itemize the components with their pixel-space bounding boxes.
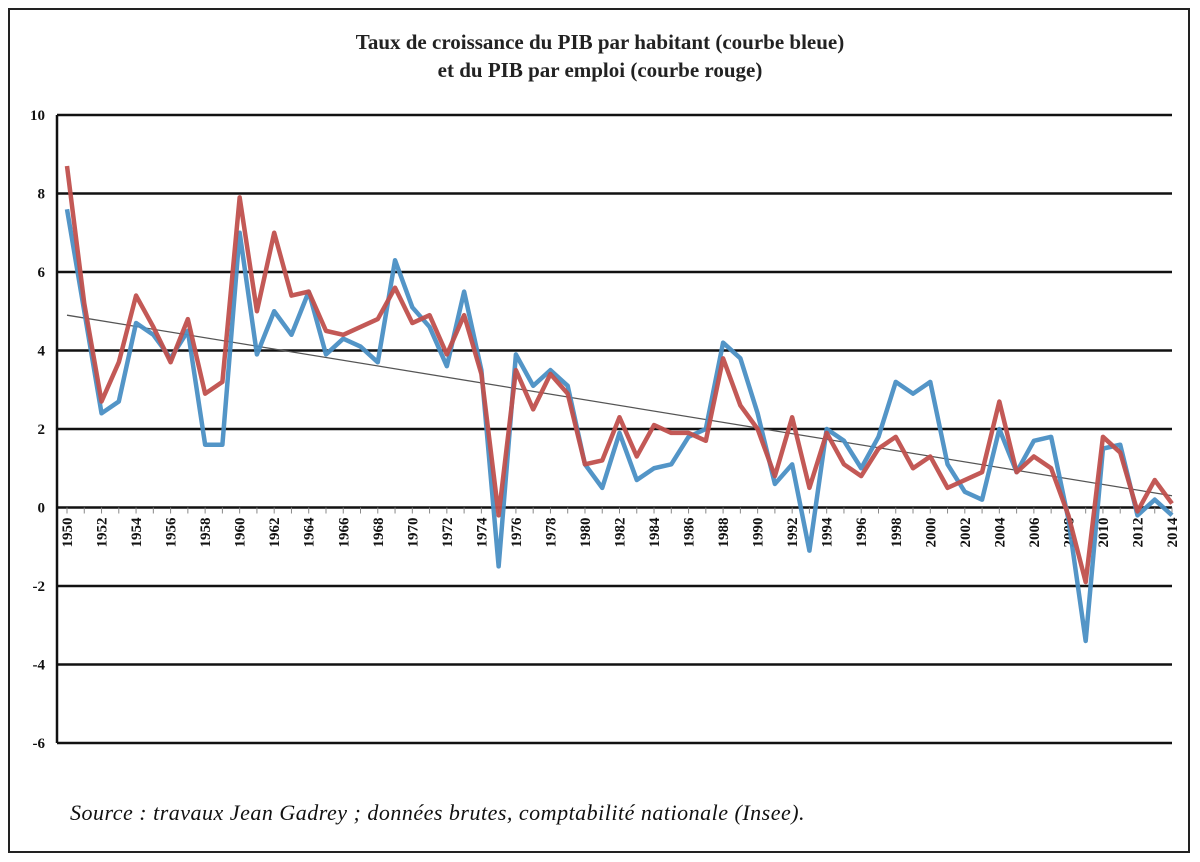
chart-title: Taux de croissance du PIB par habitant (… (0, 28, 1200, 84)
y-tick-label: -4 (33, 658, 46, 674)
x-tick-label: 1986 (682, 517, 698, 548)
x-tick-label: 1978 (543, 518, 559, 548)
x-tick-label: 1968 (371, 518, 387, 548)
title-line-1: Taux de croissance du PIB par habitant (… (355, 30, 845, 54)
y-tick-label: 0 (38, 501, 46, 517)
x-tick-label: 1992 (785, 518, 801, 548)
x-tick-label: 1976 (509, 517, 525, 548)
x-tick-label: 1988 (716, 518, 732, 548)
series-line-blue (64, 208, 1174, 644)
x-tick-label: 1974 (474, 517, 490, 548)
y-tick-label: 2 (38, 422, 46, 438)
x-tick-label: 1966 (336, 517, 352, 548)
x-tick-label: 1958 (198, 518, 214, 548)
x-tick-label: 1980 (578, 518, 594, 548)
x-tick-label: 1998 (889, 518, 905, 548)
series-line-red (64, 165, 1174, 585)
title-line-2: et du PIB par emploi (courbe rouge) (437, 58, 763, 82)
x-tick-label: 1982 (613, 518, 629, 548)
x-tick-label: 1970 (405, 518, 421, 548)
x-tick-label: 1990 (751, 518, 767, 548)
x-tick-label: 2002 (958, 518, 974, 548)
x-tick-label: 2012 (1130, 518, 1146, 548)
y-tick-label: 8 (38, 187, 46, 203)
y-tick-label: -6 (33, 736, 46, 752)
x-tick-label: 2004 (992, 517, 1008, 548)
x-tick-label: 1962 (267, 518, 283, 548)
x-tick-label: 1952 (95, 518, 111, 548)
x-tick-label: 1996 (854, 517, 870, 548)
x-tick-label: 1954 (129, 517, 145, 548)
x-tick-label: 1984 (647, 517, 663, 548)
y-tick-label: -2 (33, 579, 46, 595)
trend-line (66, 314, 1173, 497)
y-tick-label: 6 (38, 265, 46, 281)
x-tick-label: 1972 (440, 518, 456, 548)
x-tick-label: 1960 (233, 518, 249, 548)
x-tick-label: 2006 (1027, 517, 1043, 548)
x-tick-label: 2010 (1096, 518, 1112, 548)
chart-frame (8, 8, 1190, 853)
source-note: Source : travaux Jean Gadrey ; données b… (70, 800, 806, 825)
x-tick-label: 2000 (923, 518, 939, 548)
x-tick-label: 1994 (820, 517, 836, 548)
x-tick-label: 1950 (60, 518, 76, 548)
x-tick-label: 1956 (164, 517, 180, 548)
x-tick-label: 1964 (302, 517, 318, 548)
y-tick-label: 4 (38, 344, 46, 360)
y-tick-label: 10 (30, 108, 45, 124)
x-tick-label: 2014 (1165, 517, 1181, 548)
